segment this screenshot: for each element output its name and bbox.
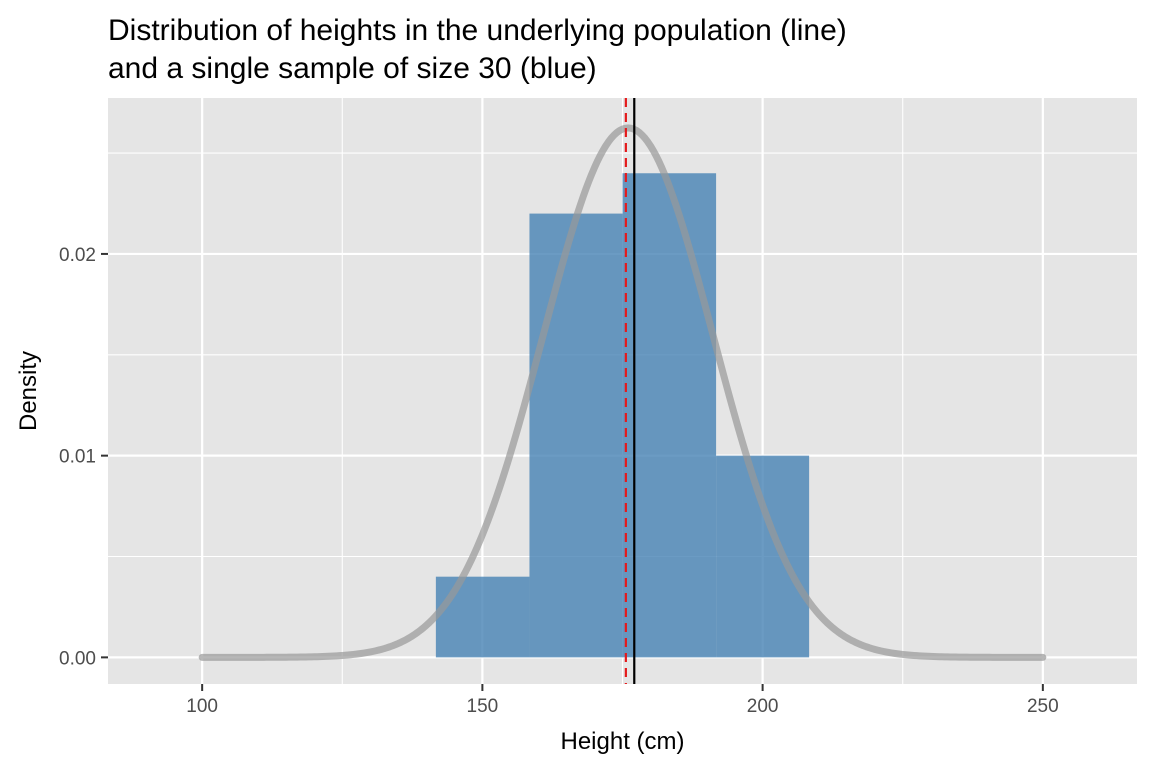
x-tick-label: 200 [747, 696, 779, 717]
chart-title-line-2: and a single sample of size 30 (blue) [108, 52, 597, 85]
x-axis: 100 150 200 250 [186, 684, 1059, 717]
histogram-bars [435, 173, 810, 658]
histogram-bar [622, 173, 717, 658]
y-axis: 0.00 0.01 0.02 [59, 245, 108, 669]
x-tick-label: 150 [467, 696, 499, 717]
histogram-bar [435, 576, 530, 658]
histogram-bar [529, 213, 623, 658]
mean-reference-lines [624, 98, 636, 684]
y-tick-label: 0.00 [59, 648, 96, 669]
population-density-curve [198, 124, 1047, 661]
histogram-bar [716, 455, 810, 658]
y-tick-label: 0.02 [59, 245, 96, 266]
y-axis-title: Density [15, 351, 42, 431]
population-density-curve-group [198, 124, 1047, 661]
x-tick-label: 250 [1027, 696, 1059, 717]
y-tick-label: 0.01 [59, 447, 96, 468]
chart-title-line-1: Distribution of heights in the underlyin… [108, 14, 847, 47]
x-axis-title: Height (cm) [560, 728, 684, 755]
x-tick-label: 100 [186, 696, 218, 717]
